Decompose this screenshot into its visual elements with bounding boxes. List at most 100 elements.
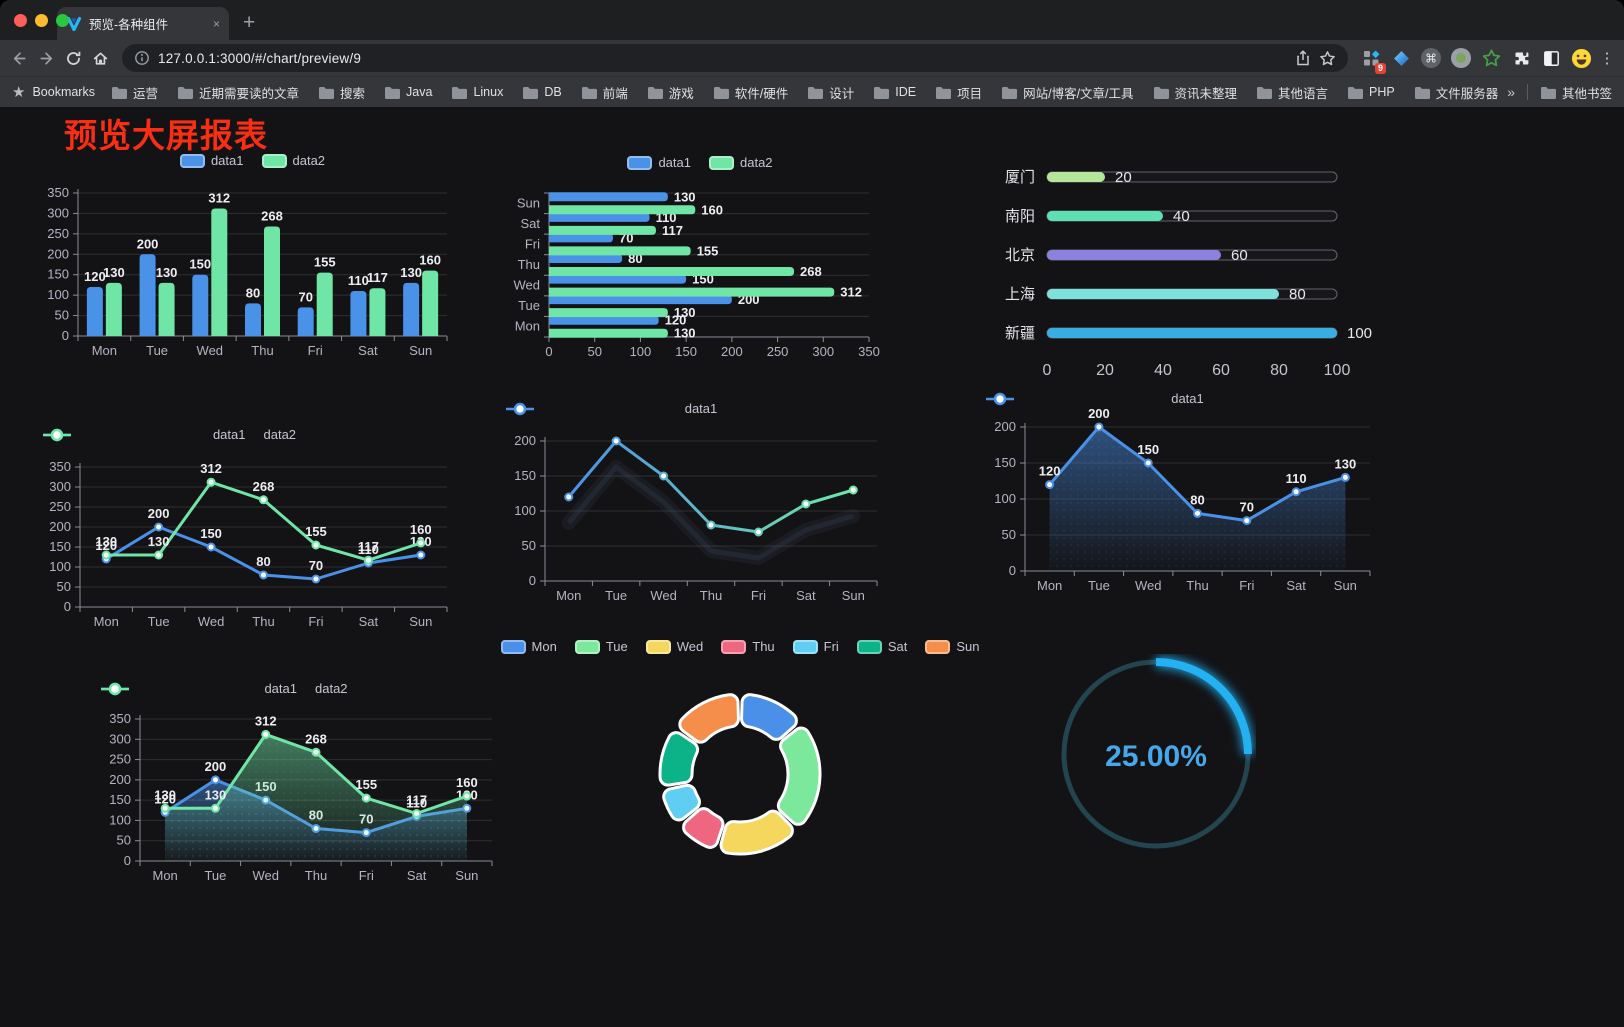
legend-item[interactable]: Fri bbox=[792, 639, 839, 654]
bookmark-folder-item[interactable]: 设计 bbox=[807, 83, 854, 102]
bookmark-folder-item[interactable]: 前端 bbox=[581, 83, 628, 102]
bookmarks-overflow-chevron[interactable]: » bbox=[1507, 84, 1515, 100]
svg-text:Sun: Sun bbox=[409, 614, 432, 629]
legend-item[interactable]: Sat bbox=[856, 639, 907, 654]
legend-item[interactable]: data1 bbox=[179, 153, 244, 168]
bookmarks-star-icon[interactable]: ★ bbox=[12, 83, 26, 101]
legend-label: data1 bbox=[684, 401, 718, 416]
svg-text:120: 120 bbox=[95, 538, 117, 553]
extension-emoji-icon[interactable] bbox=[1566, 43, 1596, 73]
legend-item[interactable]: data1 bbox=[986, 391, 1204, 406]
bookmark-star-icon[interactable] bbox=[1319, 50, 1336, 67]
extension-contrast-icon[interactable] bbox=[1536, 43, 1566, 73]
line-chart-two-series[interactable]: data1 data2 0 50 100 150 200 250 300 350 Mon Tue Wed… bbox=[42, 425, 467, 637]
chart-canvas: 0 50 100 150 200 250 300 350 Mon Tue Wed Thu Fri Sat S… bbox=[109, 711, 493, 883]
svg-text:Sun: Sun bbox=[409, 343, 432, 358]
svg-text:150: 150 bbox=[994, 455, 1016, 470]
forward-button[interactable] bbox=[33, 45, 60, 72]
extension-command-icon[interactable]: ⌘ bbox=[1416, 43, 1446, 73]
legend-item[interactable]: data1 bbox=[101, 681, 297, 696]
maximize-window-button[interactable] bbox=[56, 14, 69, 27]
gauge-chart[interactable]: 25.00% bbox=[1056, 654, 1256, 854]
legend-item[interactable]: data2 bbox=[43, 427, 296, 442]
svg-text:350: 350 bbox=[47, 185, 69, 200]
back-button[interactable] bbox=[6, 45, 33, 72]
svg-text:Fri: Fri bbox=[308, 343, 323, 358]
svg-text:200: 200 bbox=[205, 759, 227, 774]
bookmark-folder-item[interactable]: 文件服务器 bbox=[1414, 83, 1498, 102]
legend-item[interactable]: Sun bbox=[925, 639, 979, 654]
svg-text:50: 50 bbox=[587, 344, 601, 359]
reload-button[interactable] bbox=[60, 45, 87, 72]
extension-star-icon[interactable] bbox=[1476, 43, 1506, 73]
extension-record-icon[interactable] bbox=[1446, 43, 1476, 73]
svg-text:70: 70 bbox=[309, 558, 323, 573]
svg-text:200: 200 bbox=[721, 344, 743, 359]
close-window-button[interactable] bbox=[14, 14, 27, 27]
bar-series-data2: 130 130 312 268 155 117 160 bbox=[103, 191, 441, 336]
bookmark-folder-item[interactable]: PHP bbox=[1347, 85, 1395, 99]
svg-text:200: 200 bbox=[137, 236, 159, 251]
svg-text:110: 110 bbox=[358, 542, 379, 557]
site-info-icon[interactable] bbox=[134, 50, 150, 66]
legend-item[interactable]: data2 bbox=[709, 155, 773, 170]
svg-text:200: 200 bbox=[514, 433, 536, 448]
svg-text:150: 150 bbox=[109, 792, 131, 807]
browser-menu-icon[interactable]: ⋮ bbox=[1599, 50, 1615, 67]
legend-item[interactable]: Thu bbox=[721, 639, 775, 654]
legend-item[interactable]: Tue bbox=[574, 639, 628, 654]
tab-close-icon[interactable]: × bbox=[212, 16, 220, 31]
bookmark-folder-item[interactable]: 其他语言 bbox=[1256, 83, 1328, 102]
bookmark-folder-item[interactable]: 运营 bbox=[111, 83, 158, 102]
bookmarks-label[interactable]: Bookmarks bbox=[32, 85, 95, 99]
svg-text:130: 130 bbox=[674, 189, 696, 204]
folder-icon bbox=[523, 86, 539, 99]
bookmark-folder-item[interactable]: DB bbox=[522, 85, 562, 99]
bookmark-folder-item[interactable]: IDE bbox=[873, 85, 916, 99]
pie-slice-Sun bbox=[678, 693, 740, 744]
url-text[interactable]: 127.0.0.1:3000/#/chart/preview/9 bbox=[158, 50, 362, 66]
svg-text:80: 80 bbox=[1270, 362, 1288, 379]
share-icon[interactable] bbox=[1295, 49, 1311, 67]
bookmark-folder-label: 搜索 bbox=[340, 86, 366, 101]
extension-diamond-icon[interactable] bbox=[1386, 43, 1416, 73]
area-chart-single[interactable]: data1 0 50 100 150 200 Mon Tue Wed Thu Fri Sat Sun 12… bbox=[985, 389, 1390, 597]
bookmark-folder-item[interactable]: 搜索 bbox=[318, 83, 365, 102]
svg-text:Tue: Tue bbox=[518, 298, 540, 313]
legend-item[interactable]: data1 bbox=[43, 427, 246, 442]
bookmark-folder-item[interactable]: 软件/硬件 bbox=[713, 83, 788, 102]
folder-icon bbox=[581, 86, 597, 99]
legend-item[interactable]: data2 bbox=[101, 681, 348, 696]
other-bookmarks[interactable]: 其他书签 bbox=[1540, 83, 1612, 102]
bookmark-folder-item[interactable]: 游戏 bbox=[647, 83, 694, 102]
extension-grid-icon[interactable]: 9 bbox=[1356, 43, 1386, 74]
bookmark-folder-item[interactable]: Linux bbox=[451, 85, 503, 99]
gradient-line-chart[interactable]: data1 0 50 100 150 200 Mon Tue Wed Thu Fri Sat Sun bbox=[505, 399, 897, 611]
svg-text:Wed: Wed bbox=[197, 343, 224, 358]
area-chart-two-series[interactable]: data1 data2 0 50 100 150 200 250 300 350 Mon Tue Wed… bbox=[100, 679, 512, 891]
address-bar[interactable]: 127.0.0.1:3000/#/chart/preview/9 bbox=[122, 44, 1348, 72]
home-button[interactable] bbox=[87, 45, 114, 72]
svg-text:Tue: Tue bbox=[146, 343, 168, 358]
capsule-progress-chart[interactable]: 厦门 20 南阳 40 北京 60 上海 80 新疆 100 0 20 40 60 80 100 bbox=[995, 151, 1390, 391]
legend-item[interactable]: data2 bbox=[261, 153, 325, 168]
svg-text:Thu: Thu bbox=[252, 614, 274, 629]
folder-icon bbox=[319, 86, 335, 99]
grouped-bar-chart[interactable]: data1 data2 0 50 100 150 200 250 300 350 Mon Tue Wed… bbox=[40, 151, 465, 366]
bookmark-folder-item[interactable]: 项目 bbox=[935, 83, 982, 102]
legend-item[interactable]: data1 bbox=[506, 401, 718, 416]
legend-item[interactable]: data1 bbox=[627, 155, 691, 170]
legend-item[interactable]: Wed bbox=[645, 639, 703, 654]
legend-item[interactable]: Mon bbox=[500, 639, 557, 654]
legend-label: data1 bbox=[658, 155, 691, 170]
browser-tab[interactable]: 预览-各种组件 × bbox=[57, 7, 229, 40]
horizontal-bar-chart[interactable]: data1 data2 0 50 100 150 200 250 300 350 Mon Tue Wed… bbox=[505, 153, 895, 365]
bookmark-folder-item[interactable]: Java bbox=[384, 85, 432, 99]
bookmark-folder-item[interactable]: 资讯未整理 bbox=[1153, 83, 1237, 102]
bookmark-folder-item[interactable]: 网站/博客/文章/工具 bbox=[1001, 83, 1134, 102]
bookmark-folder-item[interactable]: 近期需要读的文章 bbox=[177, 83, 299, 102]
new-tab-button[interactable]: + bbox=[243, 11, 256, 34]
minimize-window-button[interactable] bbox=[35, 14, 48, 27]
extension-puzzle-icon[interactable] bbox=[1506, 43, 1536, 73]
donut-chart[interactable]: Mon Tue Wed Thu Fri Sat Sun bbox=[500, 637, 979, 889]
